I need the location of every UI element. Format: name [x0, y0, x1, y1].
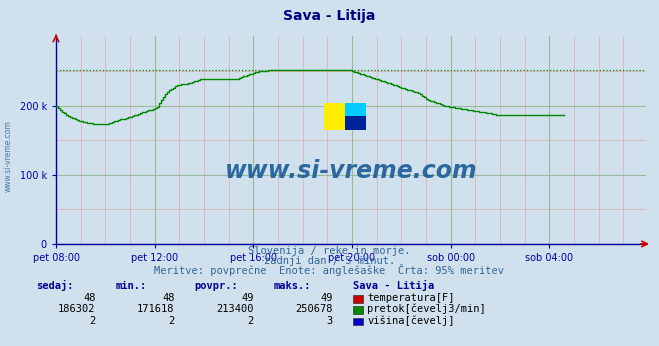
Text: 48: 48 — [83, 293, 96, 303]
Text: 250678: 250678 — [295, 304, 333, 314]
Text: 49: 49 — [320, 293, 333, 303]
Text: 213400: 213400 — [216, 304, 254, 314]
Text: Meritve: povprečne  Enote: anglešaške  Črta: 95% meritev: Meritve: povprečne Enote: anglešaške Črt… — [154, 264, 505, 276]
Text: 2: 2 — [90, 316, 96, 326]
Text: www.si-vreme.com: www.si-vreme.com — [225, 159, 477, 183]
Text: www.si-vreme.com: www.si-vreme.com — [3, 120, 13, 192]
Text: 186302: 186302 — [58, 304, 96, 314]
Bar — [345, 116, 366, 130]
Text: 3: 3 — [327, 316, 333, 326]
Text: Slovenija / reke in morje.: Slovenija / reke in morje. — [248, 246, 411, 256]
Text: pretok[čevelj3/min]: pretok[čevelj3/min] — [367, 303, 486, 314]
Text: 2: 2 — [248, 316, 254, 326]
Text: 49: 49 — [241, 293, 254, 303]
Bar — [345, 103, 366, 116]
Text: temperatura[F]: temperatura[F] — [367, 293, 455, 303]
Text: Sava - Litija: Sava - Litija — [283, 9, 376, 22]
Text: min.:: min.: — [115, 281, 146, 291]
Text: 2: 2 — [169, 316, 175, 326]
Bar — [324, 103, 345, 130]
Text: sedaj:: sedaj: — [36, 280, 74, 291]
Text: 48: 48 — [162, 293, 175, 303]
Text: višina[čevelj]: višina[čevelj] — [367, 315, 455, 326]
Text: 171618: 171618 — [137, 304, 175, 314]
Text: zadnji dan / 5 minut.: zadnji dan / 5 minut. — [264, 256, 395, 266]
Text: Sava - Litija: Sava - Litija — [353, 280, 434, 291]
Text: maks.:: maks.: — [273, 281, 311, 291]
Text: povpr.:: povpr.: — [194, 281, 238, 291]
